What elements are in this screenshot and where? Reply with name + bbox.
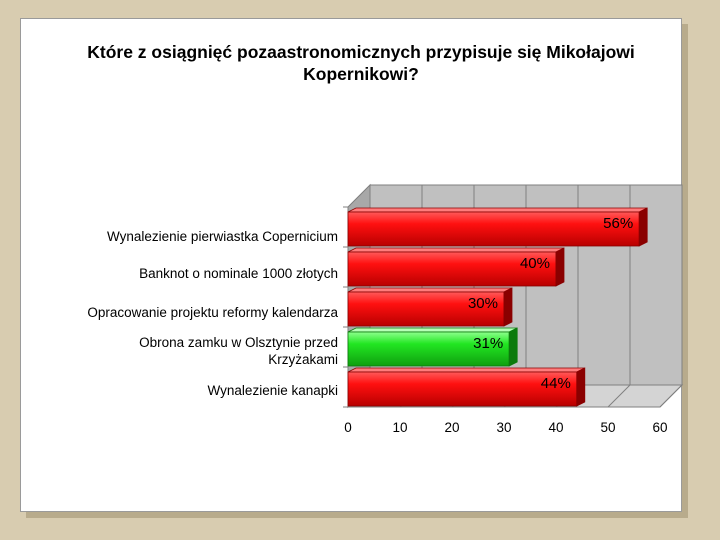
chart-title: Które z osiągnięć pozaastronomicznych pr… (87, 42, 635, 84)
data-label: 31% (473, 335, 503, 352)
floor-gridline (659, 384, 683, 408)
x-tick-label: 50 (600, 420, 615, 435)
x-tick-label: 10 (392, 420, 407, 435)
bar (347, 371, 578, 407)
data-label: 40% (520, 255, 550, 272)
x-tick-label: 40 (548, 420, 563, 435)
category-label: Opracowanie projektu reformy kalendarza (87, 305, 338, 320)
bar-end (508, 327, 518, 367)
bar-top (347, 287, 513, 293)
bar-top (347, 367, 585, 373)
x-tick-label: 30 (496, 420, 511, 435)
bar-end (555, 247, 565, 287)
x-tick-label: 0 (344, 420, 352, 435)
bar-end (638, 207, 648, 247)
x-tick-label: 60 (652, 420, 667, 435)
bar-end (576, 367, 586, 407)
bar (347, 211, 640, 247)
bar-top (347, 247, 565, 253)
bar (347, 291, 505, 327)
bar (347, 251, 557, 287)
category-label: Wynalezienie kanapki (208, 383, 338, 398)
category-label: Obrona zamku w Olsztynie przed Krzyżakami (139, 335, 338, 367)
bar-top (347, 207, 648, 213)
category-label: Wynalezienie pierwiastka Copernicium (107, 229, 338, 244)
data-label: 30% (468, 295, 498, 312)
x-tick-label: 20 (444, 420, 459, 435)
floor-gridline (607, 384, 631, 408)
bar-end (503, 287, 513, 327)
data-label: 44% (541, 375, 571, 392)
data-label: 56% (603, 215, 633, 232)
category-label: Banknot o nominale 1000 złotych (139, 266, 338, 281)
bar-top (347, 327, 518, 333)
